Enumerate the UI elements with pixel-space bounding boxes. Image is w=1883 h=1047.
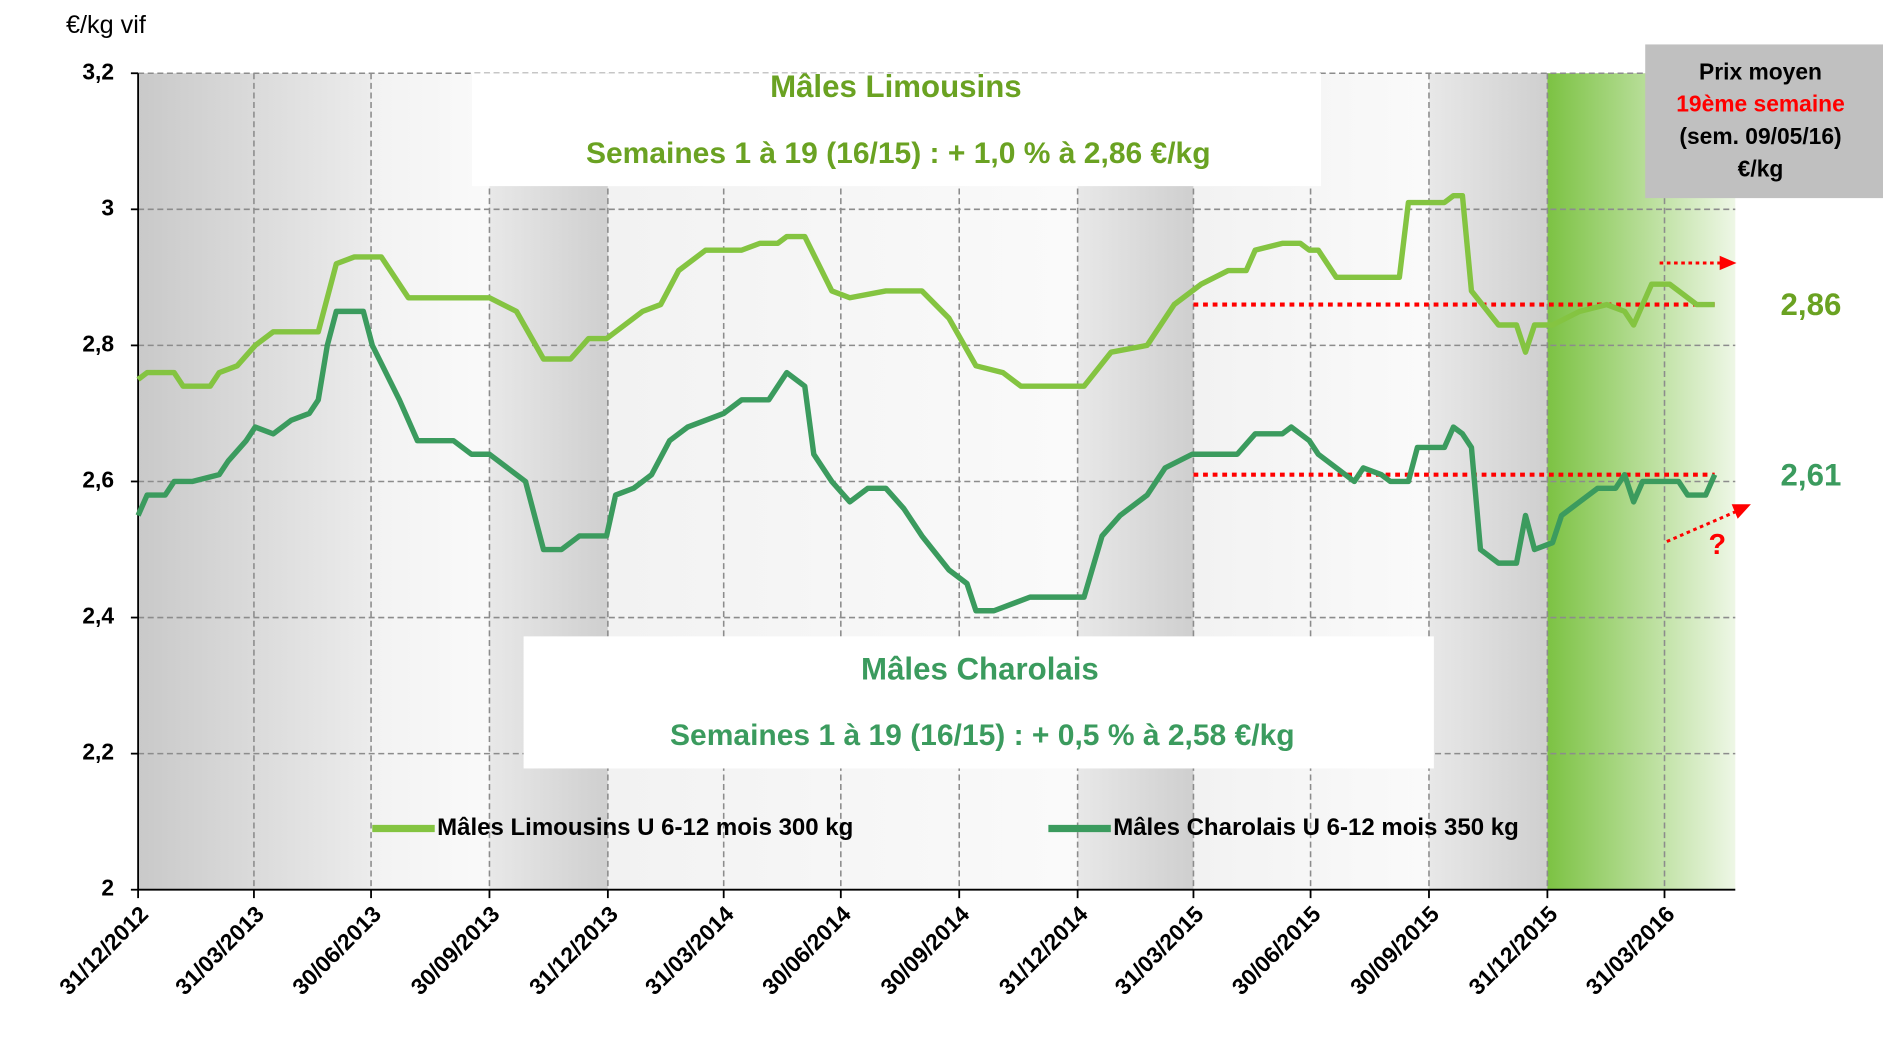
price-box-text: Prix moyen [1699,58,1822,84]
arrow-head [1731,504,1751,519]
annotation-title: Mâles Limousins [770,69,1022,104]
x-tick-label: 30/09/2015 [1345,901,1444,1000]
y-tick-label: 2 [101,875,114,901]
x-tick-label: 30/09/2013 [405,901,504,1000]
series-line [136,193,1715,389]
x-tick-label: 30/06/2013 [287,901,386,1000]
y-tick-label: 2,8 [82,330,114,356]
price-box-text: 19ème semaine [1676,91,1845,117]
price-box-text: €/kg [1738,156,1784,182]
x-tick-label: 31/12/2014 [994,901,1093,1000]
x-tick-label: 30/06/2015 [1227,901,1326,1000]
annotation-title: Mâles Charolais [861,651,1099,686]
annotation-text: Semaines 1 à 19 (16/15) : + 1,0 % à 2,86… [586,137,1211,170]
price-box [1645,44,1883,199]
plot [135,193,1718,614]
arrow-head [1719,255,1737,271]
annotation-question: ? [1708,529,1726,561]
x-tick-label: 31/12/2015 [1463,901,1562,1000]
x-tick-label: 31/12/2012 [54,901,153,1000]
arrow [1666,508,1740,543]
y-axis-label: €/kg vif [66,11,147,39]
x-tick-label: 30/06/2014 [757,901,856,1000]
x-tick-label: 31/03/2016 [1580,901,1679,1000]
legend-label: Mâles Limousins U 6-12 mois 300 kg [437,814,853,841]
annotation-text: Semaines 1 à 19 (16/15) : + 0,5 % à 2,58… [670,719,1295,752]
reference-label: 2,61 [1781,457,1842,492]
legend-label: Mâles Charolais U 6-12 mois 350 kg [1113,814,1519,841]
y-tick-label: 2,4 [82,603,114,629]
price-box-text: (sem. 09/05/16) [1679,123,1841,149]
x-tick-label: 31/03/2014 [640,901,739,1000]
x-tick-label: 31/12/2013 [524,901,623,1000]
annotation-box [471,73,1321,187]
y-tick-label: 3 [101,194,114,220]
x-tick-label: 30/09/2014 [875,901,974,1000]
annotation-box [523,636,1434,769]
x-tick-label: 31/03/2015 [1109,901,1208,1000]
series-line [135,308,1718,614]
reference-label: 2,86 [1781,287,1842,322]
x-tick-label: 31/03/2013 [170,901,269,1000]
y-tick-label: 2,6 [82,467,114,493]
y-tick-label: 3,2 [82,58,114,84]
y-tick-label: 2,2 [82,739,114,765]
